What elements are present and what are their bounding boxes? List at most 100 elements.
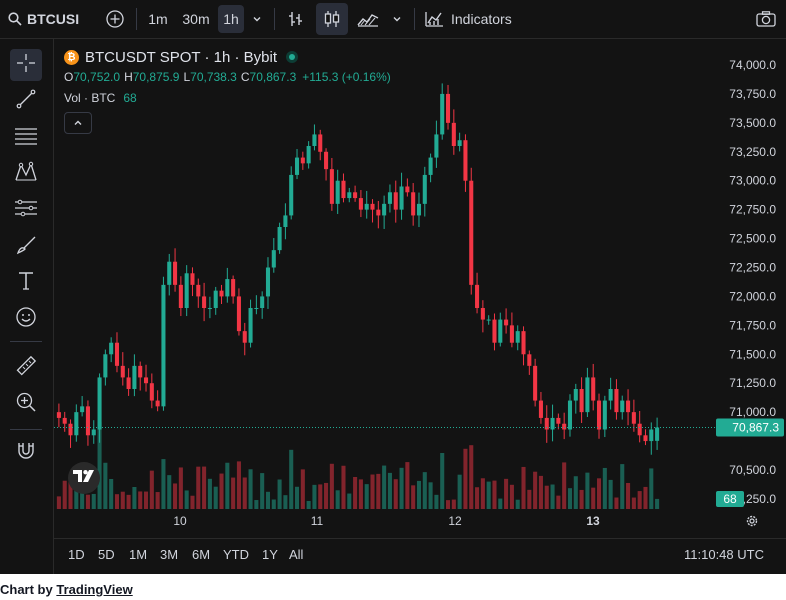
candle-chart-type-button[interactable] [316,3,348,35]
volume-bar [387,472,392,509]
range-ytd[interactable]: YTD [223,547,249,562]
volume-bar [184,490,189,509]
measure-tool[interactable] [10,352,42,384]
candle-body [248,308,253,343]
low-label: L [183,70,191,84]
volume-bar [219,473,224,509]
scale-settings-button[interactable] [742,513,762,533]
volume-bar [422,472,427,509]
volume-bar [608,479,613,509]
area-chart-type-button[interactable] [354,0,382,38]
volume-bar [393,479,398,509]
smiley-icon [15,306,37,333]
crosshair-icon [15,52,37,79]
volume-bar [289,449,294,509]
chart-pane[interactable]: 74,000.0 73,750.0 73,500.0 73,250.0 73,000.0… [54,39,786,528]
candle-body [324,151,329,170]
candle-body [225,279,230,297]
candle-body [196,284,201,297]
tradingview-logo[interactable] [68,462,100,494]
magnet-icon [15,439,37,466]
volume-bar [80,481,85,509]
candle-body [422,174,427,204]
candle-body [614,389,619,413]
bar-chart-type-button[interactable] [282,0,308,38]
candle-body [289,174,294,216]
candle-body [143,377,149,384]
crosshair-tool[interactable] [10,49,42,81]
range-1y[interactable]: 1Y [262,547,278,562]
candle-body [306,146,311,164]
emoji-tool[interactable] [10,303,42,335]
volume-bar [631,497,636,509]
candle-body [445,93,451,123]
area-chart-icon [357,11,379,27]
bitcoin-icon: ₿ [64,49,79,65]
interval-30m[interactable]: 30m [182,11,210,27]
range-all[interactable]: All [289,547,304,562]
collapse-legend-button[interactable] [64,112,92,134]
volume-bar [149,470,154,509]
volume-bar [451,499,456,509]
range-bar: 1D 5D 1M 3M 6M YTD 1Y All 11:10:48 UTC [54,538,786,575]
range-5d[interactable]: 5D [98,547,115,562]
candle-body [515,331,520,343]
volume-bar [556,495,561,509]
volume-badge-label: 68 [723,492,737,506]
prediction-tool[interactable] [10,194,42,226]
high-label: H [124,70,133,84]
pattern-tool[interactable] [10,158,42,190]
brush-tool[interactable] [10,231,42,263]
range-1d[interactable]: 1D [68,547,85,562]
volume-bar [649,468,654,509]
price-tick-label: 72,750.0 [729,203,776,217]
interval-1m[interactable]: 1m [148,11,168,27]
range-1m[interactable]: 1M [129,547,148,562]
candle-body [596,400,602,430]
candle-body [120,365,125,378]
candle-body [91,429,96,436]
volume-bar [411,485,416,509]
volume-bar [126,494,131,509]
range-3m[interactable]: 3M [160,547,179,562]
volume-bar [254,500,259,509]
indicators-button[interactable]: Indicators [424,0,524,38]
fib-retracement-tool[interactable] [10,122,42,154]
bars-icon [286,10,304,28]
trend-line-tool[interactable] [10,85,42,117]
symbol-search-button[interactable]: BTCUSI [8,0,90,38]
volume-bar [498,498,503,509]
utc-clock[interactable]: 11:10:48 UTC [684,547,764,562]
volume-bar [527,489,532,509]
compare-symbol-button[interactable] [102,0,128,38]
candle-body [573,389,578,401]
volume-bar [173,483,178,509]
candle-body [126,377,131,389]
text-tool[interactable] [10,267,42,299]
volume-bar [533,471,538,509]
zoom-in-tool[interactable] [10,388,42,420]
interval-dropdown[interactable] [248,0,266,38]
chart-type-dropdown[interactable] [388,0,406,38]
candle-body [538,400,543,418]
magnet-tool[interactable] [10,436,42,468]
range-6m[interactable]: 6M [192,547,211,562]
volume-bar [567,488,573,509]
interval-1h[interactable]: 1h [218,5,244,33]
candle-body [74,412,79,436]
tradingview-link[interactable]: TradingView [56,582,133,597]
screenshot-button[interactable] [752,0,780,38]
candle-body [486,319,491,321]
volume-bar [329,463,334,509]
volume-bar [271,499,276,509]
volume-bar [382,465,387,509]
time-axis-label: 10 [173,514,187,528]
candle-body [260,296,265,308]
price-tick-label: 71,500.0 [729,347,776,361]
volume-bar [579,489,584,509]
volume-bar [544,485,549,509]
volume-bar [312,484,317,509]
price-tick-label: 70,500.0 [729,463,776,477]
candle-body [265,267,271,297]
volume-bar [620,464,625,509]
